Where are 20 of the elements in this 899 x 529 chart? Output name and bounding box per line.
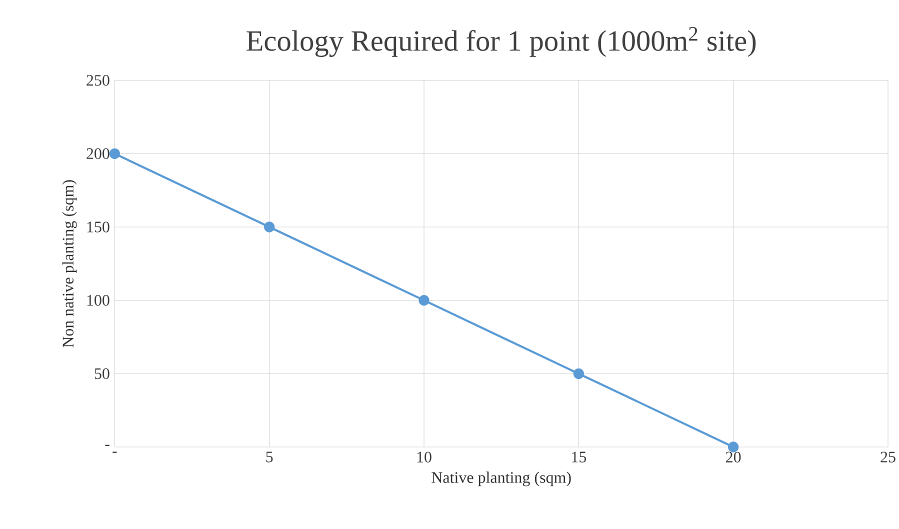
y-tick-label: - [105,444,110,446]
y-tick-label: 100 [87,294,110,306]
x-tick-label: 25 [880,452,896,462]
y-tick-label: 200 [86,148,110,160]
x-tick-label: 15 [572,452,586,462]
point [109,148,120,160]
x-tick-label: 10 [417,452,432,462]
chart-title: Ecology Required for 1 point (1000m$^{2}$ site) [246,27,756,57]
y-tick-label: 150 [87,222,110,232]
point [418,295,430,306]
y-axis-title: Non native planting (sqm) [62,180,77,348]
point [728,442,739,452]
x-tick-label: 5 [266,452,273,462]
y-tick-label: 250 [86,74,110,86]
x-tick-label: 20 [726,452,741,462]
point [573,368,584,380]
y-tick-label: 50 [94,368,110,380]
point [264,222,275,232]
x-axis-title: Native planting (sqm) [432,472,571,486]
x-tick-label: - [112,452,117,453]
